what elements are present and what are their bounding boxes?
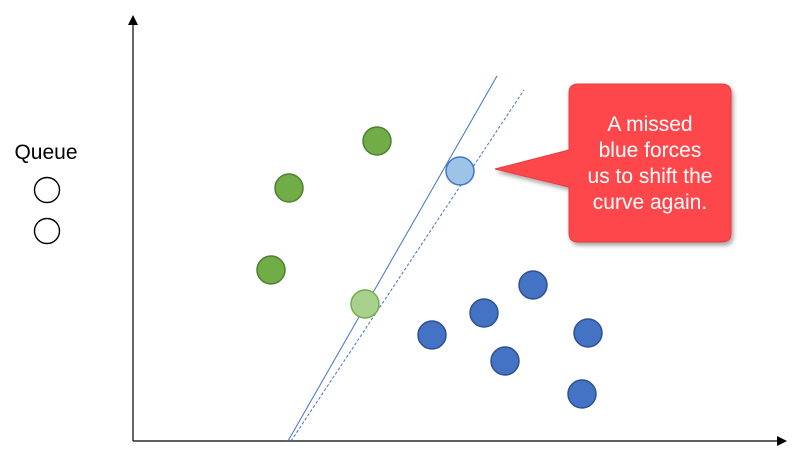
blue-point-missed xyxy=(445,156,475,186)
green-point xyxy=(274,173,304,203)
green-point-faded xyxy=(350,289,380,319)
callout-line-1: A missed xyxy=(607,113,692,136)
callout-line-4: curve again. xyxy=(593,191,707,214)
green-point xyxy=(256,255,286,285)
queue-slot-1 xyxy=(33,176,61,204)
blue-point xyxy=(573,318,603,348)
decision-boundary-old xyxy=(290,89,525,442)
queue-label: Queue xyxy=(14,141,77,164)
blue-point xyxy=(490,346,520,376)
decision-boundary-new xyxy=(287,75,498,442)
blue-point xyxy=(469,298,499,328)
callout-bubble xyxy=(494,83,732,243)
blue-point xyxy=(417,320,447,350)
blue-point xyxy=(518,270,548,300)
green-point xyxy=(362,126,392,156)
queue-slot-2 xyxy=(33,217,61,245)
callout-line-3: us to shift the xyxy=(588,165,713,188)
blue-point xyxy=(567,379,597,409)
callout-line-2: blue forces xyxy=(599,139,702,162)
